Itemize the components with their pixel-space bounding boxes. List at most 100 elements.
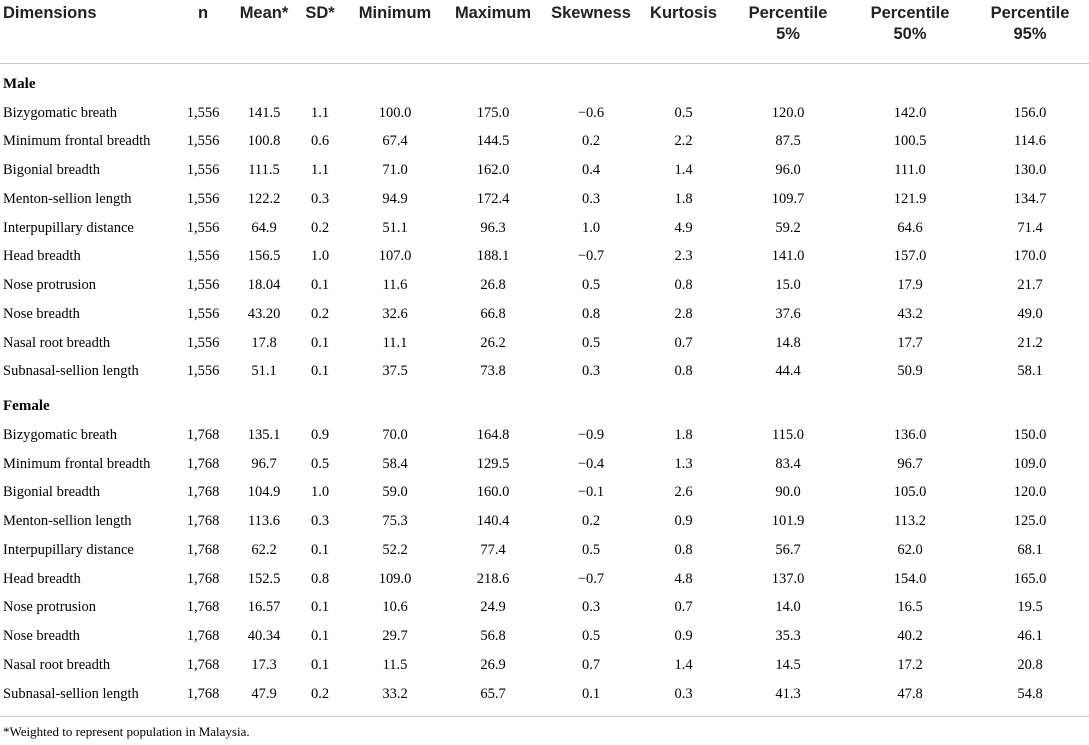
table-cell: 35.3 xyxy=(775,628,801,645)
table-cell: 96.0 xyxy=(775,162,801,179)
table-cell: 40.34 xyxy=(247,628,281,645)
table-cell: 51.1 xyxy=(251,363,277,380)
table-cell: 24.9 xyxy=(480,599,506,616)
table-cell: −0.6 xyxy=(577,104,605,121)
table-cell: 0.1 xyxy=(310,334,330,351)
table-cell: 113.6 xyxy=(247,513,281,530)
table-cell: 51.1 xyxy=(382,219,408,236)
table-cell: 1.0 xyxy=(310,248,330,265)
column-header-text: 50% xyxy=(893,25,927,43)
table-cell: 26.9 xyxy=(480,656,506,673)
table-cell: 1,556 xyxy=(186,190,220,207)
column-header: n xyxy=(172,0,234,64)
table-cell: 0.1 xyxy=(310,541,330,558)
table-cell: 59.0 xyxy=(382,484,408,501)
table-cell: 40.2 xyxy=(897,628,923,645)
table-row: Interpupillary distance 1,768 62.2 0.1 52.2 7… xyxy=(0,536,1089,565)
table-cell: 2.3 xyxy=(674,248,693,265)
table-cell: 109.7 xyxy=(771,190,805,207)
table-cell: 43.2 xyxy=(897,305,923,322)
table-cell: 134.7 xyxy=(1013,190,1047,207)
table-cell: 0.1 xyxy=(310,363,330,380)
table-cell: 0.2 xyxy=(581,133,601,150)
column-header-text: Mean* xyxy=(239,4,289,22)
table-cell: 73.8 xyxy=(480,363,506,380)
table-cell: 64.9 xyxy=(251,219,277,236)
table-cell: 172.4 xyxy=(476,190,510,207)
table-cell: 0.5 xyxy=(310,455,330,472)
table-cell: 101.9 xyxy=(771,513,805,530)
dimension-name: Menton-sellion length xyxy=(3,190,132,207)
table-cell: 0.3 xyxy=(581,599,601,616)
table-cell: 0.3 xyxy=(310,513,330,530)
table-cell: 122.2 xyxy=(247,190,281,207)
table-cell: 44.4 xyxy=(775,363,801,380)
table-cell: 0.3 xyxy=(674,685,693,702)
table-cell: 1,556 xyxy=(186,277,220,294)
table-cell: 62.0 xyxy=(897,541,923,558)
table-cell: 1,768 xyxy=(186,599,220,616)
table-cell: −0.9 xyxy=(577,426,605,443)
table-cell: 90.0 xyxy=(775,484,801,501)
table-cell: 0.9 xyxy=(674,628,693,645)
table-cell: 1,768 xyxy=(186,426,220,443)
table-cell: 21.2 xyxy=(1017,334,1043,351)
table-row: Bizygomatic breath 1,556 141.5 1.1 100.0 175.… xyxy=(0,99,1089,128)
table-cell: 0.5 xyxy=(581,628,601,645)
table-cell: 1,768 xyxy=(186,455,220,472)
table-cell: 120.0 xyxy=(1013,484,1047,501)
table-cell: 0.1 xyxy=(310,628,330,645)
table-cell: 41.3 xyxy=(775,685,801,702)
footnote: *Weighted to represent population in Mal… xyxy=(3,724,250,739)
table-cell: 0.1 xyxy=(310,599,330,616)
table-row: Bizygomatic breath 1,768 135.1 0.9 70.0 164.8… xyxy=(0,421,1089,450)
dimension-name: Head breadth xyxy=(3,570,81,587)
dimension-name: Nose protrusion xyxy=(3,277,97,294)
column-header-text: SD* xyxy=(305,4,335,22)
table-cell: 83.4 xyxy=(775,455,801,472)
table-cell: 130.0 xyxy=(1013,162,1047,179)
table-cell: 0.1 xyxy=(310,277,330,294)
table-cell: 0.5 xyxy=(581,334,601,351)
table-cell: 47.9 xyxy=(251,685,277,702)
table-cell: 11.1 xyxy=(382,334,408,351)
table-cell: 2.6 xyxy=(674,484,693,501)
table-cell: 21.7 xyxy=(1017,277,1043,294)
column-header-text: Kurtosis xyxy=(650,4,717,22)
table-cell: 0.9 xyxy=(310,426,330,443)
table-cell: 105.0 xyxy=(893,484,927,501)
table-row: Minimum frontal breadth 1,556 100.8 0.6 67.4… xyxy=(0,128,1089,157)
table-cell: 1,768 xyxy=(186,484,220,501)
dimension-name: Bizygomatic breath xyxy=(3,104,117,121)
table-cell: 109.0 xyxy=(1013,455,1047,472)
table-row: Head breadth 1,556 156.5 1.0 107.0 188.1 −0.7 2… xyxy=(0,243,1089,272)
dimension-name: Bigonial breadth xyxy=(3,484,101,501)
section-label: Female xyxy=(3,398,50,415)
table-cell: 16.5 xyxy=(897,599,923,616)
table-cell: 0.9 xyxy=(674,513,693,530)
table-cell: 26.2 xyxy=(480,334,506,351)
table-cell: 1.1 xyxy=(310,104,330,121)
table-cell: 4.8 xyxy=(674,570,693,587)
table-cell: 58.1 xyxy=(1017,363,1043,380)
table-row: Minimum frontal breadth 1,768 96.7 0.5 58.4 1… xyxy=(0,450,1089,479)
table-cell: 17.8 xyxy=(251,334,277,351)
table-cell: −0.4 xyxy=(577,455,605,472)
table-cell: 0.1 xyxy=(310,656,330,673)
section-row: Female xyxy=(0,392,1089,421)
table-cell: 104.9 xyxy=(247,484,281,501)
table-cell: −0.7 xyxy=(577,570,605,587)
column-header-text: Percentile xyxy=(990,4,1070,22)
table-cell: 64.6 xyxy=(897,219,923,236)
table-cell: 11.5 xyxy=(382,656,408,673)
table-cell: 1,556 xyxy=(186,334,220,351)
table-cell: 144.5 xyxy=(476,133,510,150)
table-cell: 113.2 xyxy=(893,513,927,530)
table-row: Bigonial breadth 1,768 104.9 1.0 59.0 160.0 −0… xyxy=(0,479,1089,508)
table-cell: 0.2 xyxy=(310,219,330,236)
table-cell: 65.7 xyxy=(480,685,506,702)
table-header: Dimensions n Mean* SD* Minimum Maximum Skewnes… xyxy=(0,0,1089,64)
table-cell: 100.8 xyxy=(247,133,281,150)
table-cell: 17.9 xyxy=(897,277,923,294)
column-header: Percentile 50% xyxy=(849,0,971,64)
